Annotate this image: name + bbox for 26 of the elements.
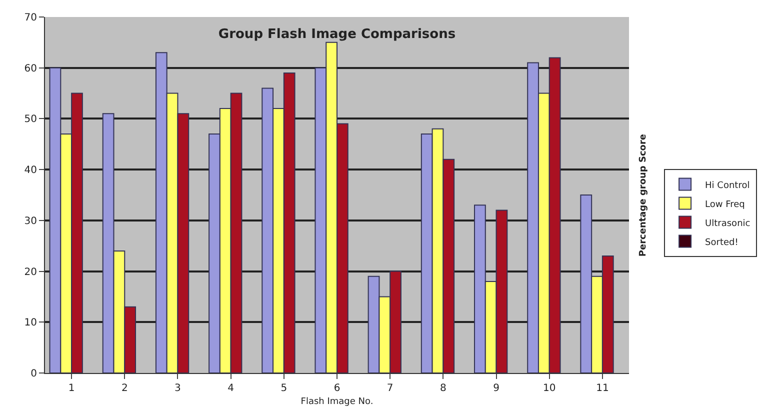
x-tick-label: 1 [68, 383, 75, 394]
y-tick-label: 40 [24, 165, 37, 176]
x-tick-label: 2 [121, 383, 128, 394]
legend-label: Ultrasonic [705, 218, 750, 229]
x-tick-label: 8 [440, 383, 446, 394]
x-tick-label: 5 [280, 383, 288, 394]
x-axis-title: Flash Image No. [300, 396, 374, 407]
y-tick-label: 10 [24, 318, 37, 329]
x-tick-label: 10 [542, 383, 556, 394]
text: Group Flash Image Comparisons [218, 27, 456, 42]
x-tick-label: 9 [493, 383, 500, 394]
y-tick-label: 0 [30, 368, 37, 380]
x-tick-label: 6 [334, 383, 340, 394]
x-tick-label: 7 [386, 383, 394, 394]
y-tick-label: 50 [24, 114, 37, 126]
x-tick-label: 11 [596, 383, 609, 394]
x-tick-label: 4 [228, 383, 234, 394]
y-tick-label: 70 [24, 12, 37, 24]
legend-label: Low Freq [705, 200, 745, 210]
y-tick-label: 60 [24, 63, 37, 74]
legend-label: Sorted! [705, 238, 738, 248]
legend-label: Hi Control [705, 180, 750, 191]
y-tick-label: 20 [24, 266, 37, 278]
y-axis-title: Percentage group Score [638, 134, 649, 257]
x-tick-label: 3 [174, 383, 181, 394]
y-tick-label: 30 [24, 216, 37, 227]
